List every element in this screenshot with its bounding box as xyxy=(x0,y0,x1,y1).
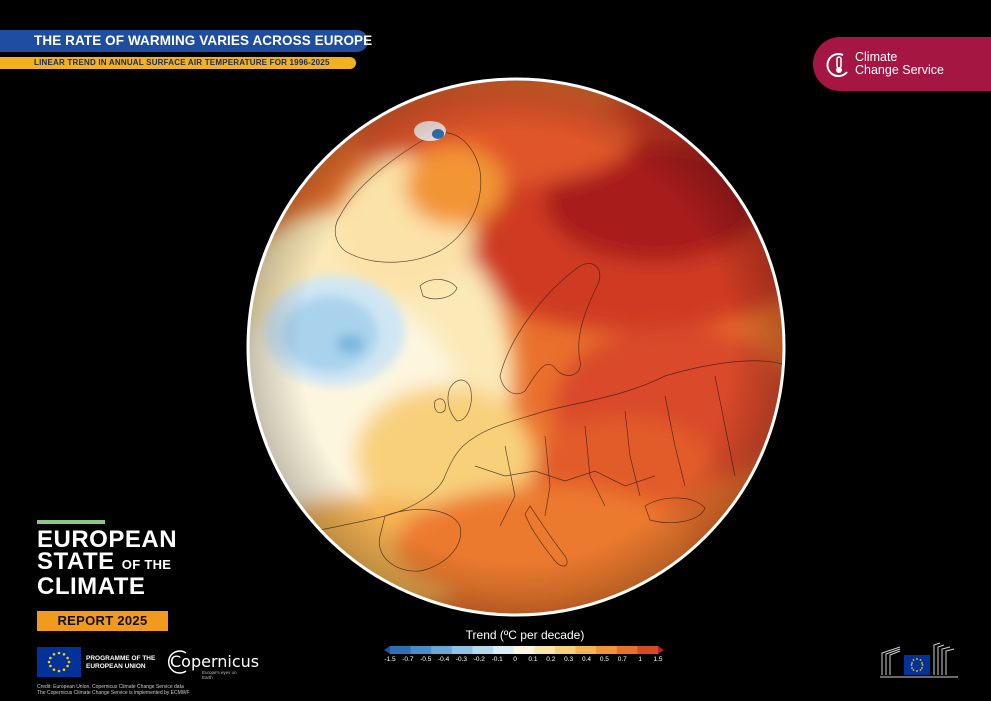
legend-swatch xyxy=(658,646,664,654)
map-title: THE RATE OF WARMING VARIES ACROSS EUROPE xyxy=(34,33,373,48)
legend-tick-labels: -1.5 -0.7 -0.5 -0.4 -0.3 -0.2 -0.1 0 0.1 0.2 0.3 0.… xyxy=(384,656,664,666)
legend-title: Trend (ºC per decade) xyxy=(465,628,585,642)
legend-tick-label: -0.1 xyxy=(491,656,503,663)
legend-swatch xyxy=(616,646,638,654)
credit-text: Credit: European Union, Copernicus Clima… xyxy=(37,684,190,696)
legend-swatch xyxy=(575,646,597,654)
legend-tick-label: -0.4 xyxy=(437,656,450,663)
legend-color-bar xyxy=(384,646,664,654)
eu-text-line2: EUROPEAN UNION xyxy=(86,663,146,670)
esotc-line2a: STATE xyxy=(37,548,115,575)
legend-tick-label: -0.2 xyxy=(473,656,485,663)
credit-line2: The Copernicus Climate Change Service is… xyxy=(37,690,190,696)
legend-tick-label: 0.4 xyxy=(582,656,592,663)
temperature-trend-globe-map xyxy=(245,76,787,618)
esotc-line1: EUROPEAN xyxy=(37,526,178,553)
esotc-title: EUROPEAN STATE OF THE CLIMATE xyxy=(37,526,178,600)
legend-swatch xyxy=(513,646,535,654)
legend-tick-label: 1 xyxy=(638,656,642,663)
legend-tick-label: 0.2 xyxy=(546,656,556,663)
legend-tick-label: 0.7 xyxy=(617,656,627,663)
eu-text-line1: PROGRAMME OF THE xyxy=(86,655,156,662)
subtitle-banner: LINEAR TREND IN ANNUAL SURFACE AIR TEMPE… xyxy=(0,57,356,69)
copernicus-tagline: Europe's eyes on Earth xyxy=(202,670,237,680)
legend-tick-label: 1.5 xyxy=(653,656,663,663)
legend-swatch xyxy=(472,646,494,654)
legend-tick-label: -0.3 xyxy=(455,656,468,663)
c3s-logo-line2: Change Service xyxy=(855,63,944,77)
legend-swatch xyxy=(451,646,473,654)
legend-tick-label: 0.5 xyxy=(599,656,609,663)
legend-swatch xyxy=(390,646,412,654)
legend-swatch xyxy=(554,646,577,654)
legend-swatch xyxy=(596,646,618,654)
eu-programme-text: PROGRAMME OF THE EUROPEAN UNION xyxy=(86,655,155,671)
legend-swatch xyxy=(431,646,453,654)
branding-accent-line xyxy=(37,520,105,524)
copernicus-logo: Copernicus Europe's eyes on Earth xyxy=(166,648,259,680)
esotc-line2b: OF THE xyxy=(121,557,172,572)
report-badge: REPORT 2025 xyxy=(37,611,168,631)
copernicus-name: Copernicus xyxy=(170,652,260,671)
legend-tick-label: 0.3 xyxy=(564,656,574,663)
c3s-logo-line1: Climate xyxy=(855,50,898,64)
legend-swatch xyxy=(534,646,556,654)
legend-tick-label: 0 xyxy=(513,656,517,663)
thermometer-cloud-icon xyxy=(826,53,848,77)
climate-change-service-logo: Climate Change Service xyxy=(813,37,991,91)
eu-flag-icon xyxy=(37,647,81,677)
legend-swatch xyxy=(410,646,432,654)
legend-tick-label: -1.5 xyxy=(384,656,396,663)
c3s-logo-text: Climate Change Service xyxy=(855,51,944,77)
legend-tick-label: -0.7 xyxy=(402,656,414,663)
copernicus-ring-icon xyxy=(167,650,187,674)
esotc-line3: CLIMATE xyxy=(37,573,146,600)
credit-line1: Credit: European Union, Copernicus Clima… xyxy=(37,684,184,690)
legend-tick-label: -0.5 xyxy=(420,656,432,663)
title-banner: THE RATE OF WARMING VARIES ACROSS EUROPE xyxy=(0,30,372,52)
european-commission-logo xyxy=(880,642,958,678)
legend-swatch xyxy=(637,646,659,654)
legend-swatch xyxy=(384,646,390,654)
legend-tick-label: 0.1 xyxy=(528,656,538,663)
legend-swatch xyxy=(493,646,515,654)
map-subtitle: LINEAR TREND IN ANNUAL SURFACE AIR TEMPE… xyxy=(34,58,330,67)
